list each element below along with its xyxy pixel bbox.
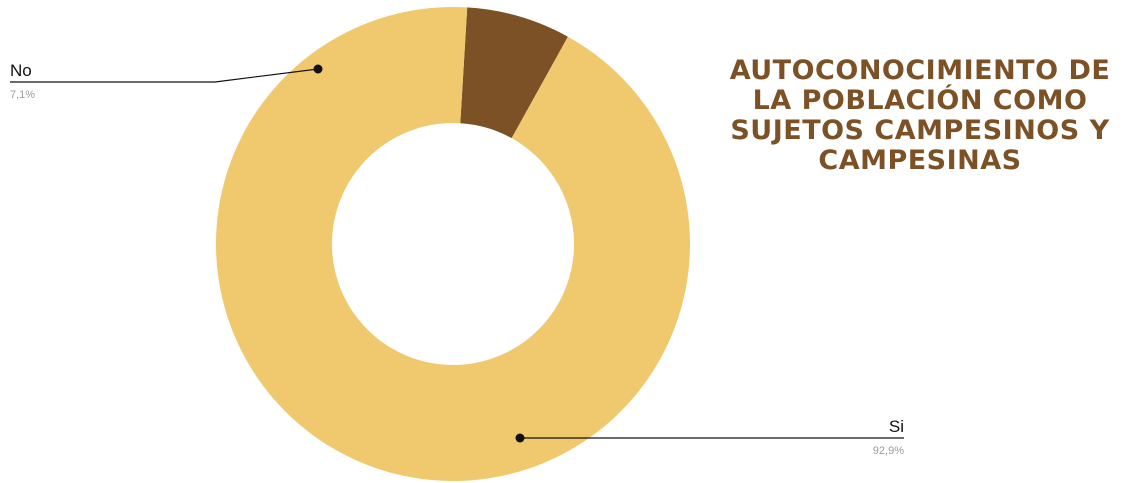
leader-dot-si [515, 433, 525, 443]
donut-slices [216, 7, 691, 481]
leader-dot-no [313, 64, 323, 74]
category-label-si: Si [889, 417, 904, 436]
leader-line-no [10, 68, 319, 83]
slice-labels: No 7,1% Si 92,9% [10, 61, 904, 457]
value-label-si: 92,9% [873, 445, 904, 457]
category-label-no: No [10, 61, 32, 80]
slice-no [460, 7, 568, 139]
chart-title: AUTOCONOCIMIENTO DE LA POBLACIÓN COMO SU… [729, 55, 1111, 176]
value-label-no: 7,1% [10, 89, 35, 101]
slice-si [216, 7, 691, 481]
leader-lines [10, 64, 904, 443]
